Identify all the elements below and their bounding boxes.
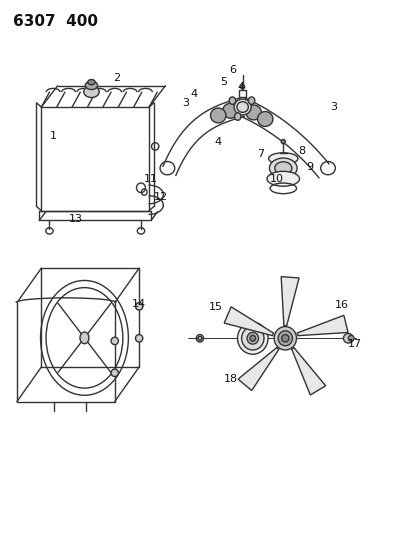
- Text: 10: 10: [270, 174, 284, 184]
- Text: 4: 4: [190, 88, 197, 99]
- Text: 3: 3: [330, 102, 337, 112]
- Ellipse shape: [268, 153, 298, 165]
- Ellipse shape: [85, 81, 98, 90]
- Ellipse shape: [344, 334, 353, 343]
- Text: 13: 13: [69, 214, 83, 224]
- Ellipse shape: [348, 335, 354, 341]
- Text: 4: 4: [215, 136, 222, 147]
- Text: 2: 2: [113, 73, 120, 83]
- Ellipse shape: [80, 332, 89, 344]
- Ellipse shape: [274, 327, 297, 350]
- Text: 14: 14: [132, 298, 146, 309]
- Ellipse shape: [198, 336, 202, 341]
- Ellipse shape: [111, 337, 118, 345]
- Text: 3: 3: [182, 98, 189, 108]
- Ellipse shape: [88, 79, 95, 85]
- Ellipse shape: [242, 327, 264, 350]
- Ellipse shape: [234, 99, 251, 115]
- Ellipse shape: [257, 111, 273, 126]
- Ellipse shape: [282, 335, 289, 342]
- Text: 17: 17: [347, 338, 361, 349]
- Text: 16: 16: [335, 300, 349, 310]
- Ellipse shape: [278, 331, 293, 346]
- Text: 6: 6: [229, 65, 236, 75]
- Ellipse shape: [211, 108, 226, 123]
- Ellipse shape: [135, 303, 143, 310]
- Ellipse shape: [223, 103, 238, 118]
- Ellipse shape: [235, 113, 241, 120]
- Text: 9: 9: [306, 161, 313, 172]
- Polygon shape: [297, 316, 348, 336]
- Text: 11: 11: [144, 174, 158, 184]
- Text: 8: 8: [298, 146, 305, 156]
- Polygon shape: [292, 348, 326, 395]
- Ellipse shape: [229, 97, 236, 104]
- Ellipse shape: [135, 335, 143, 342]
- Ellipse shape: [237, 322, 268, 354]
- Text: 5: 5: [220, 77, 227, 87]
- Ellipse shape: [281, 140, 285, 144]
- Text: 4: 4: [237, 82, 244, 92]
- Polygon shape: [224, 307, 273, 336]
- Ellipse shape: [84, 86, 99, 98]
- Ellipse shape: [275, 162, 292, 174]
- Text: 1: 1: [50, 131, 57, 141]
- Text: 15: 15: [209, 302, 223, 312]
- Text: 18: 18: [223, 374, 237, 384]
- Ellipse shape: [111, 369, 118, 376]
- Ellipse shape: [250, 335, 256, 341]
- Ellipse shape: [246, 105, 262, 120]
- Ellipse shape: [241, 85, 245, 89]
- Ellipse shape: [247, 333, 259, 344]
- Polygon shape: [238, 348, 279, 391]
- Text: 7: 7: [257, 149, 264, 159]
- Ellipse shape: [269, 158, 297, 178]
- Text: 12: 12: [154, 192, 169, 203]
- Polygon shape: [281, 277, 299, 326]
- Ellipse shape: [267, 171, 299, 186]
- Text: 6307  400: 6307 400: [13, 14, 98, 29]
- Ellipse shape: [248, 97, 255, 104]
